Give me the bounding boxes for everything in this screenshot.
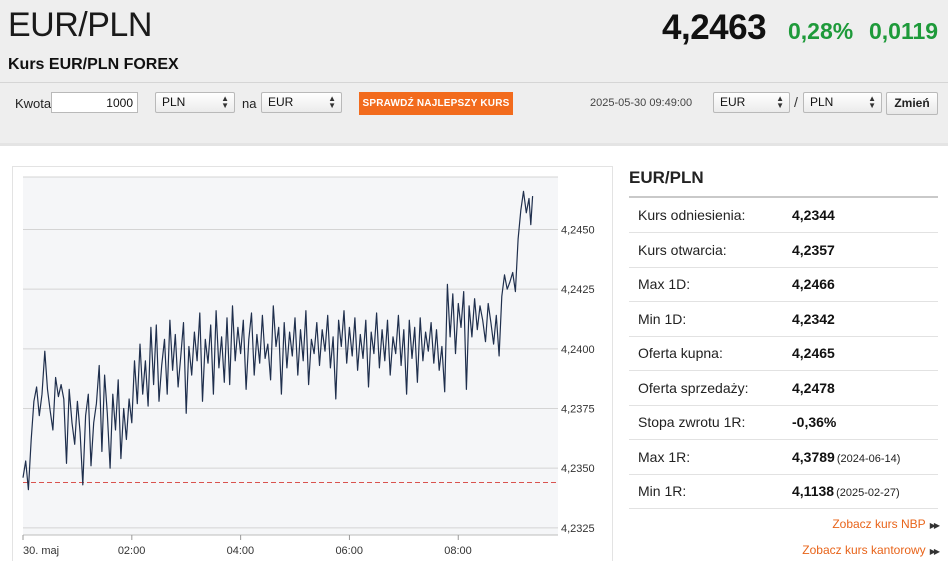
select-arrows-icon: ▲ ▼	[221, 94, 229, 110]
stats-row: Max 1D: 4,2466	[629, 267, 938, 302]
to-label: na	[242, 96, 257, 111]
stats-label: Max 1D:	[629, 267, 784, 302]
stats-label: Oferta sprzedaży:	[629, 370, 784, 406]
change-pair-button[interactable]: Zmień	[886, 92, 938, 115]
stats-row: Min 1R: 4,1138 (2025-02-27)	[629, 474, 938, 509]
stats-value-cell: -0,36%	[784, 405, 938, 440]
plot-area	[23, 177, 558, 535]
nbp-rate-link[interactable]: Zobacz kurs NBP ▶▶	[832, 517, 940, 531]
stats-value-cell: 4,2342	[784, 301, 938, 337]
y-tick-label: 4,2375	[561, 404, 595, 416]
y-tick-label: 4,2325	[561, 523, 595, 535]
best-rate-button[interactable]: SPRAWDŹ NAJLEPSZY KURS	[359, 92, 513, 115]
stats-label: Kurs otwarcia:	[629, 232, 784, 268]
pair-separator: /	[794, 94, 798, 110]
stats-value-cell: 4,2465	[784, 336, 938, 371]
stats-label: Oferta kupna:	[629, 336, 784, 371]
stats-value-cell: 4,3789 (2024-06-14)	[784, 439, 938, 475]
select-arrows-icon: ▲ ▼	[776, 94, 784, 110]
panel-divider	[629, 196, 938, 198]
stats-row: Kurs odniesienia: 4,2344	[629, 198, 938, 233]
y-tick-label: 4,2350	[561, 463, 595, 475]
stats-value: 4,2465	[792, 345, 835, 362]
stats-date: (2024-06-14)	[836, 452, 901, 465]
y-tick-label: 4,2450	[561, 225, 595, 237]
header-divider	[0, 82, 948, 83]
current-price: 4,2463	[662, 8, 767, 47]
stats-row: Oferta sprzedaży: 4,2478	[629, 370, 938, 406]
exchange-office-rate-link[interactable]: Zobacz kurs kantorowy ▶▶	[802, 543, 940, 557]
stats-value: 4,2342	[792, 310, 835, 327]
price-chart: 4,2325 4,2350 4,2375 4,2400 4,2425 4,2450 30. …	[12, 166, 613, 561]
y-tick-label: 4,2400	[561, 344, 595, 356]
double-arrow-right-icon: ▶▶	[929, 521, 940, 530]
stats-value: -0,36%	[792, 414, 837, 431]
stats-value-cell: 4,2478	[784, 370, 938, 406]
from-currency-select[interactable]: PLN ▲ ▼	[155, 92, 235, 113]
stats-row: Min 1D: 4,2342	[629, 301, 938, 337]
select-arrows-icon: ▲ ▼	[868, 94, 876, 110]
select-arrows-icon: ▲ ▼	[328, 94, 336, 110]
panel-title: EUR/PLN	[629, 168, 704, 187]
exchange-office-rate-link-label: Zobacz kurs kantorowy	[802, 543, 926, 557]
pair-base-select[interactable]: EUR ▲ ▼	[713, 92, 790, 113]
stats-row: Stopa zwrotu 1R: -0,36%	[629, 405, 938, 440]
stats-label: Max 1R:	[629, 439, 784, 475]
stats-value-cell: 4,2344	[784, 198, 938, 233]
x-tick-label: 04:00	[227, 545, 255, 557]
stats-label: Kurs odniesienia:	[629, 198, 784, 233]
price-chart-svg: 4,2325 4,2350 4,2375 4,2400 4,2425 4,2450 30. …	[22, 176, 595, 557]
pair-quote-value: PLN	[810, 95, 834, 109]
stats-table: Kurs odniesienia: 4,2344 Kurs otwarcia: 4,2…	[629, 198, 938, 509]
quote-timestamp: 2025-05-30 09:49:00	[590, 97, 693, 109]
pair-base-value: EUR	[720, 95, 746, 109]
stats-value: 4,1138	[792, 483, 835, 500]
x-tick-label: 08:00	[444, 545, 472, 557]
stats-value: 4,2478	[792, 379, 835, 396]
stats-value: 4,3789	[792, 448, 835, 465]
y-tick-label: 4,2425	[561, 284, 595, 296]
to-currency-select[interactable]: EUR ▲ ▼	[261, 92, 342, 113]
stats-label: Stopa zwrotu 1R:	[629, 405, 784, 440]
nbp-rate-link-label: Zobacz kurs NBP	[832, 517, 926, 531]
x-tick-label: 30. maj	[23, 545, 59, 557]
stats-value-cell: 4,2357	[784, 232, 938, 268]
pair-quote-select[interactable]: PLN ▲ ▼	[803, 92, 882, 113]
pair-title: EUR/PLN	[8, 6, 152, 44]
stats-value: 4,2344	[792, 207, 835, 223]
stats-value: 4,2466	[792, 276, 835, 293]
change-absolute: 0,0119	[869, 18, 939, 44]
stats-label: Min 1D:	[629, 301, 784, 337]
stats-row: Max 1R: 4,3789 (2024-06-14)	[629, 439, 938, 475]
change-percent: 0,28%	[788, 18, 854, 44]
quote-header: EUR/PLN Kurs EUR/PLN FOREX 4,2463 0,28% …	[0, 0, 948, 146]
to-currency-value: EUR	[268, 95, 294, 109]
stats-label: Min 1R:	[629, 474, 784, 509]
amount-input[interactable]	[51, 92, 138, 113]
pair-subtitle: Kurs EUR/PLN FOREX	[8, 56, 179, 73]
amount-label: Kwota	[15, 96, 52, 111]
stats-row: Kurs otwarcia: 4,2357	[629, 232, 938, 268]
price-series-line	[22, 190, 534, 491]
stats-row: Oferta kupna: 4,2465	[629, 336, 938, 371]
x-tick-label: 02:00	[118, 545, 146, 557]
stats-value-cell: 4,1138 (2025-02-27)	[784, 474, 938, 509]
stats-date: (2025-02-27)	[836, 487, 900, 500]
stats-value: 4,2357	[792, 241, 835, 258]
from-currency-value: PLN	[162, 95, 186, 109]
stats-value-cell: 4,2466	[784, 267, 938, 302]
double-arrow-right-icon: ▶▶	[929, 547, 940, 556]
x-tick-label: 06:00	[335, 545, 363, 557]
